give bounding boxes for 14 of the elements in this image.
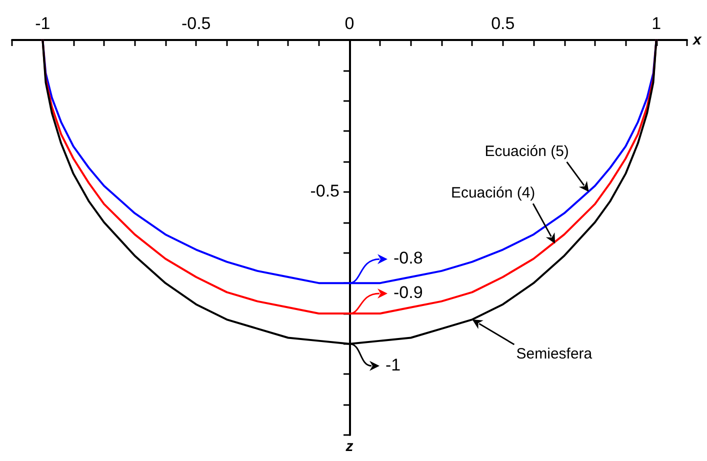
x-tick-label: -0.5 (181, 14, 211, 33)
annotation: -0.8 (394, 248, 423, 268)
annotation: -0.5 (310, 181, 340, 200)
annotation: -1 (386, 355, 401, 374)
x-tick-label: -1 (35, 14, 50, 33)
x-tick-label: 1 (652, 14, 662, 33)
x-axis-title: x (692, 32, 702, 48)
annotation: Semiesfera (516, 346, 593, 363)
annotation: Ecuación (4) (450, 184, 536, 202)
annotation: -0.9 (394, 282, 423, 302)
x-tick-label: 0.5 (491, 14, 515, 33)
text: z (344, 438, 354, 455)
x-tick-label: 0 (344, 14, 354, 33)
annotation: Ecuación (5) (484, 142, 569, 160)
